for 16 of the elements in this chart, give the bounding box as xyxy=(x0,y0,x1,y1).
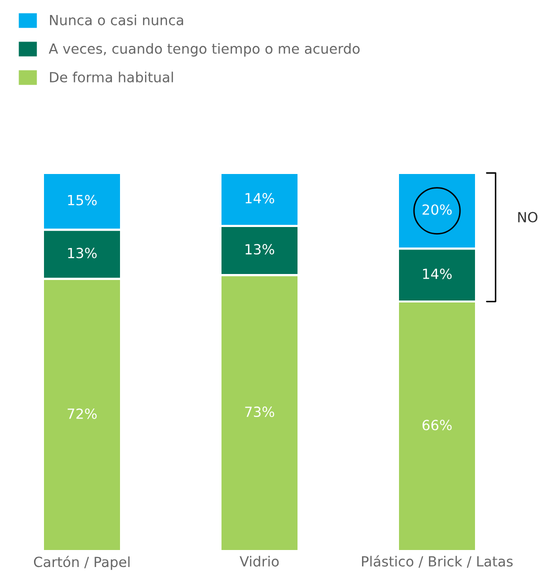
data-label: 20% xyxy=(422,204,452,215)
legend-label: De forma habitual xyxy=(50,72,173,82)
data-label: 73% xyxy=(245,406,274,418)
legend-label: A veces, cuando tengo tiempo o me acuerdo xyxy=(48,43,360,57)
data-label: 14% xyxy=(246,192,274,204)
data-label: 13% xyxy=(68,248,97,258)
data-label: 15% xyxy=(68,194,97,206)
data-label: 13% xyxy=(246,244,274,255)
legend-label: Nunca o casi nunca xyxy=(50,14,184,26)
data-label: 14% xyxy=(423,268,452,280)
data-label: 72% xyxy=(68,408,97,419)
data-label: 66% xyxy=(422,420,452,430)
x-tick-label: Cartón / Papel xyxy=(34,556,130,570)
annotation: NO xyxy=(518,212,538,222)
x-tick-label: Plástico / Brick / Latas xyxy=(362,555,513,568)
x-tick-label: Vidrio xyxy=(240,556,279,567)
